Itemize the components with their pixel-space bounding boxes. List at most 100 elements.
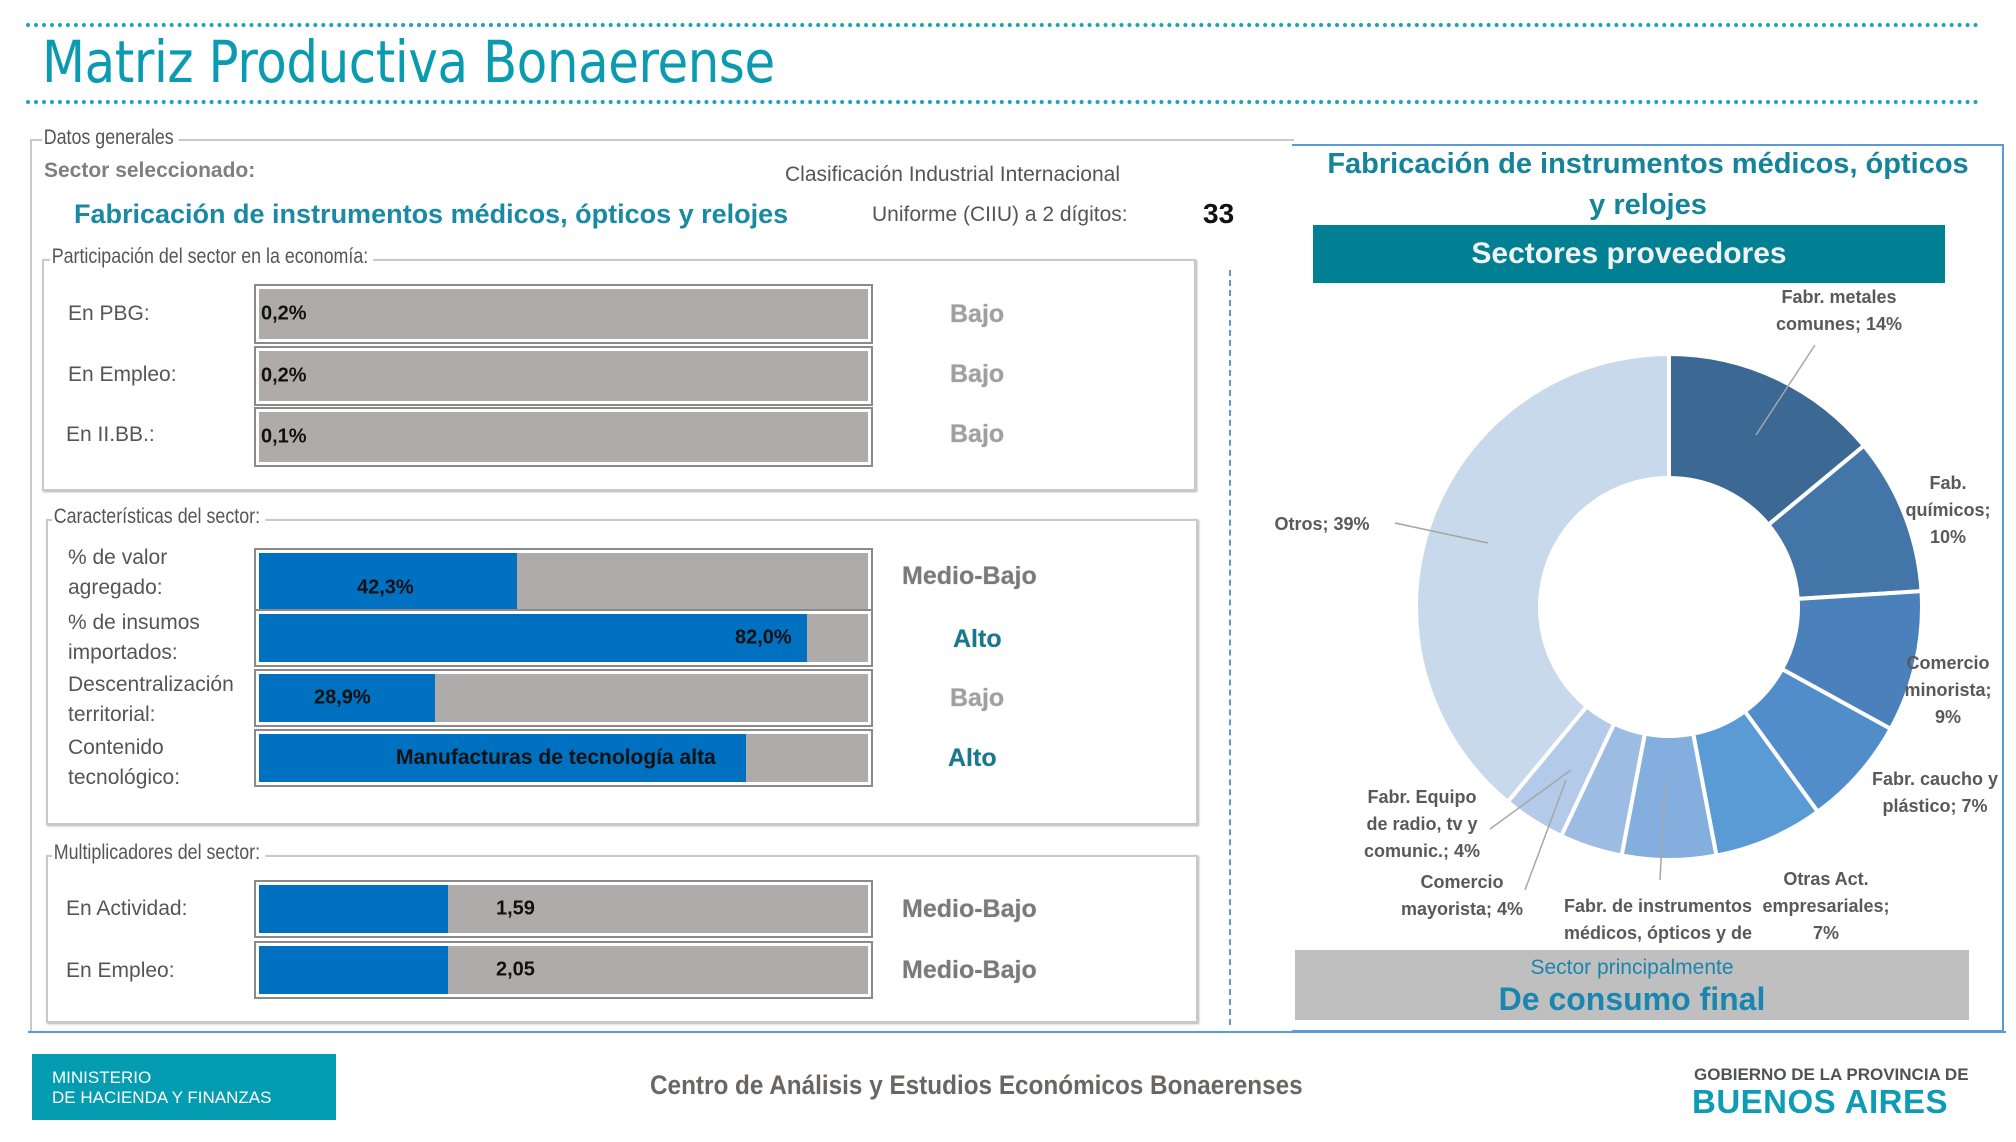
donut-label-line: 7% xyxy=(1812,923,1839,943)
participacion-frame xyxy=(42,259,1196,491)
bar-fill xyxy=(259,614,808,662)
ciiu-label-line2: Uniforme (CIIU) a 2 dígitos: xyxy=(872,203,1128,226)
donut-label: Otros; 39% xyxy=(1274,511,1369,538)
donut-label: Fabr. metales comunes; 14% xyxy=(1776,284,1902,338)
caracteristicas-label-descentralizacion: Descentralización territorial: xyxy=(68,670,234,730)
bar-value: 82,0% xyxy=(735,626,792,649)
label-line1: Descentralización xyxy=(68,673,234,696)
label-line1: % de insumos xyxy=(68,611,200,634)
participacion-level-empleo: Bajo xyxy=(950,360,1005,388)
label-line2: territorial: xyxy=(68,703,156,726)
datos-generales-legend: Datos generales xyxy=(42,126,179,150)
bar-value: Manufacturas de tecnología alta xyxy=(396,746,716,769)
donut-label-line: empresariales; xyxy=(1762,896,1890,916)
caracteristicas-label-contenido-tecnologico: Contenido tecnológico: xyxy=(68,733,180,793)
donut-label-line: 9% xyxy=(1934,707,1962,727)
donut-label: Fabr. de instrumentos médicos, ópticos y … xyxy=(1564,893,1752,947)
participacion-level-iibb: Bajo xyxy=(950,420,1005,448)
caracteristicas-level-contenido-tecnologico: Alto xyxy=(948,744,997,772)
donut-label: Comercio mayorista; 4% xyxy=(1401,869,1523,923)
bar-fill xyxy=(259,734,747,782)
sector-seleccionado-label: Sector seleccionado: xyxy=(44,159,256,182)
donut-label: Fab. químicos; 10% xyxy=(1905,470,1990,551)
header-top-dotted-rule xyxy=(26,23,1980,27)
donut-label-line: Fabr. metales xyxy=(1781,287,1897,307)
ciiu-code: 33 xyxy=(1203,198,1235,229)
sector-principal-value: De consumo final xyxy=(1498,981,1766,1017)
gobierno-logo-line1: GOBIERNO DE LA PROVINCIA DE xyxy=(1694,1065,1969,1084)
donut-label-line: comunic.; 4% xyxy=(1363,841,1481,861)
sector-principal-label: Sector principalmente xyxy=(1530,956,1734,979)
participacion-label-iibb: En II.BB.: xyxy=(66,423,155,446)
multiplicadores-bar-actividad: 1,59 xyxy=(254,880,873,938)
label-line2: agregado: xyxy=(68,576,163,599)
caracteristicas-label-valor-agregado: % de valor agregado: xyxy=(68,543,167,603)
ministerio-line2: DE HACIENDA Y FINANZAS xyxy=(52,1088,272,1107)
donut-label: Otras Act. empresariales; 7% xyxy=(1762,866,1889,947)
participacion-level-pbg: Bajo xyxy=(950,300,1005,328)
caracteristicas-level-descentralizacion: Bajo xyxy=(950,684,1005,712)
participacion-bar-pbg: 0,2% xyxy=(254,284,873,344)
donut-label-line: Otras Act. xyxy=(1783,869,1869,889)
multiplicadores-level-empleo: Medio-Bajo xyxy=(902,956,1037,984)
caracteristicas-bar-contenido-tecnologico: Manufacturas de tecnología alta xyxy=(254,729,873,787)
label-line2: importados: xyxy=(68,641,178,664)
multiplicadores-level-actividad: Medio-Bajo xyxy=(902,895,1037,923)
donut-label-line: comunes; 14% xyxy=(1775,314,1903,334)
multiplicadores-legend: Multiplicadores del sector: xyxy=(52,841,266,865)
donut-label-line: médicos, ópticos y de xyxy=(1563,923,1753,943)
multiplicadores-label-actividad: En Actividad: xyxy=(66,897,188,920)
header-bottom-dotted-rule xyxy=(26,100,1980,104)
bar-track: 82,0% xyxy=(259,614,868,662)
sectores-proveedores-header: Sectores proveedores xyxy=(1313,225,1945,283)
donut-label-line: químicos; xyxy=(1905,500,1991,520)
bar-track: Manufacturas de tecnología alta xyxy=(259,734,868,782)
participacion-bar-iibb: 0,1% xyxy=(254,407,873,467)
ministerio-logo: MINISTERIO DE HACIENDA Y FINANZAS xyxy=(32,1054,336,1120)
caracteristicas-bar-insumos-importados: 82,0% xyxy=(254,609,873,667)
ciiu-label-line1: Clasificación Industrial Internacional xyxy=(785,163,1121,186)
bar-value: 42,3% xyxy=(357,576,414,598)
bar-track: 28,9% xyxy=(259,674,868,722)
donut-label-line: Fabr. caucho y xyxy=(1871,769,1999,789)
participacion-label-empleo: En Empleo: xyxy=(68,363,177,386)
donut-label-line: mayorista; 4% xyxy=(1400,899,1524,919)
donut-label-line: plástico; 7% xyxy=(1882,796,1988,816)
donut-label: Fabr. caucho y plástico; 7% xyxy=(1872,766,1998,820)
page-title: Matriz Productiva Bonaerense xyxy=(42,28,775,96)
label-line1: % de valor xyxy=(68,546,168,569)
donut-label: Comercio minorista; 9% xyxy=(1904,650,1991,731)
chart-panel-title-line2: y relojes xyxy=(1589,189,1707,221)
bar-track: 1,59 xyxy=(259,885,868,933)
bar-fill xyxy=(259,885,448,933)
footer-rule xyxy=(28,1031,2006,1033)
donut-label-line: Fabr. Equipo xyxy=(1367,787,1477,807)
chart-panel-title: Fabricación de instrumentos médicos, ópt… xyxy=(1292,144,2004,226)
bar-fill xyxy=(259,674,435,722)
label-line1: Contenido xyxy=(68,736,164,759)
caracteristicas-bar-descentralizacion: 28,9% xyxy=(254,669,873,727)
bar-track: 0,2% xyxy=(259,351,868,401)
donut-label-line: Fabr. de instrumentos xyxy=(1563,896,1753,916)
caracteristicas-level-insumos-importados: Alto xyxy=(953,625,1002,653)
sector-name: Fabricación de instrumentos médicos, ópt… xyxy=(74,199,789,229)
donut-label: Fabr. Equipo de radio, tv y comunic.; 4% xyxy=(1364,784,1480,865)
bar-value: 0,2% xyxy=(261,364,307,387)
donut-label-line: de radio, tv y xyxy=(1366,814,1478,834)
bar-value: 0,1% xyxy=(261,425,307,448)
donut-label-line: Comercio xyxy=(1420,872,1504,892)
chart-panel-title-line1: Fabricación de instrumentos médicos, ópt… xyxy=(1327,148,1969,180)
footer-center-text: Centro de Análisis y Estudios Económicos… xyxy=(650,1070,1303,1100)
sector-principal-box: Sector principalmente De consumo final xyxy=(1295,950,1969,1020)
multiplicadores-label-empleo: En Empleo: xyxy=(66,959,175,982)
participacion-legend: Participación del sector en la economía: xyxy=(50,245,374,269)
bar-value: 1,59 xyxy=(496,897,535,920)
donut-label-line: minorista; xyxy=(1904,680,1992,700)
donut-label-line: Fab. xyxy=(1929,473,1967,493)
multiplicadores-frame xyxy=(46,855,1198,1023)
donut-label-line: Otros; 39% xyxy=(1274,514,1370,534)
caracteristicas-label-insumos-importados: % de insumos importados: xyxy=(68,608,200,668)
bar-track: 0,1% xyxy=(259,412,868,462)
multiplicadores-bar-empleo: 2,05 xyxy=(254,941,873,999)
bar-value: 0,2% xyxy=(261,302,307,325)
